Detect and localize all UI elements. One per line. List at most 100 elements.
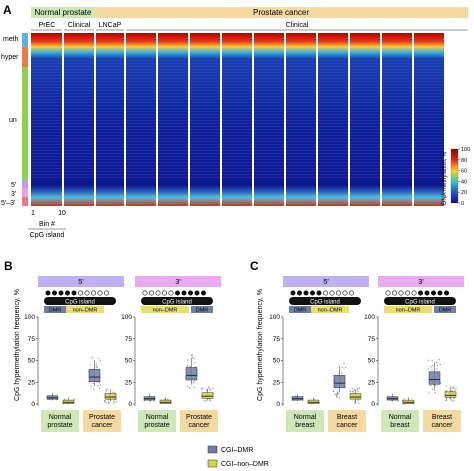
group-label: Normal: [389, 414, 412, 421]
data-point: [97, 385, 99, 387]
cpg-site: [430, 290, 436, 296]
colorbar-ticks: 100 80 60 40 20 0: [458, 147, 470, 207]
data-point: [91, 356, 94, 359]
section-header: [38, 276, 124, 287]
data-point: [452, 387, 455, 390]
data-point: [92, 382, 94, 385]
row-label-un: un: [9, 117, 17, 124]
data-point: [352, 391, 355, 393]
y-tick-label: 0: [128, 401, 132, 408]
y-tick-label: 0: [371, 401, 375, 408]
heatmap-texture-7: [222, 60, 252, 180]
group-label: Normal: [294, 414, 317, 421]
cpg-site: [162, 290, 168, 296]
non-dmr-label: non–DMR: [73, 308, 98, 314]
cpg-site: [201, 290, 207, 296]
cpg-site: [296, 290, 302, 296]
box: [291, 396, 304, 401]
normal-prostate-label: Normal prostate: [35, 8, 92, 17]
cpg-site: [437, 290, 443, 296]
cpg-site: [443, 290, 449, 296]
cpg-site: [104, 290, 110, 296]
group-label-box: [423, 410, 461, 432]
cpg-site: [84, 290, 90, 296]
data-point: [349, 390, 352, 393]
data-point: [445, 385, 447, 387]
data-point: [98, 357, 100, 360]
data-point: [90, 385, 92, 388]
dmr-label: DMR: [439, 308, 452, 314]
heatmap-texture-6: [190, 60, 220, 180]
data-point: [192, 382, 195, 384]
box: [402, 399, 415, 404]
y-tick-label: 75: [125, 336, 133, 343]
data-point: [351, 388, 353, 390]
colorbar-label: DNA methylation, %: [442, 151, 448, 205]
y-tick-label: 75: [28, 336, 36, 343]
dmr-box: [44, 306, 66, 313]
data-point: [98, 382, 100, 384]
colorbar: [450, 148, 459, 204]
data-point: [98, 387, 101, 390]
data-point: [205, 399, 207, 402]
y-tick-label: 100: [24, 314, 35, 321]
cpg-site: [335, 290, 341, 296]
data-point: [337, 392, 340, 395]
colorbar-tick-label: 60: [461, 169, 467, 175]
data-point: [353, 389, 356, 391]
data-point: [357, 399, 359, 401]
dmr-box: [434, 306, 456, 313]
data-point: [436, 368, 438, 370]
cpg-site: [348, 290, 354, 296]
clinical-cancer-label: Clinical: [286, 22, 309, 29]
non-dmr-box: [384, 306, 432, 313]
data-point: [105, 402, 108, 404]
cpg-site: [175, 290, 181, 296]
cpg-site: [329, 290, 335, 296]
lncap-label: LNCaP: [99, 22, 122, 29]
data-point: [113, 400, 115, 403]
data-point: [455, 387, 457, 390]
data-point: [434, 385, 436, 387]
y-tick-label: 50: [125, 358, 133, 365]
cpg-site: [181, 290, 187, 296]
colorbar-tick-label: 100: [461, 147, 470, 153]
data-point: [103, 400, 106, 402]
section-title: 3': [418, 277, 424, 286]
non-dmr-label: non–DMR: [318, 308, 343, 314]
data-point: [99, 360, 101, 362]
cpg-site: [65, 290, 71, 296]
bin-start: 1: [31, 210, 35, 217]
data-point: [150, 400, 152, 402]
data-point: [431, 359, 433, 361]
legend-non-swatch: [207, 459, 218, 468]
data-point: [438, 358, 440, 361]
cpg-site: [385, 290, 391, 296]
group-label: Normal: [49, 414, 72, 421]
y-tick-label: 25: [368, 379, 376, 386]
data-point: [205, 389, 208, 391]
cpg-site: [391, 290, 397, 296]
cpg-site: [188, 290, 194, 296]
data-point: [454, 389, 456, 392]
data-point: [108, 401, 110, 404]
bin-end: 10: [58, 210, 66, 217]
data-point: [354, 400, 356, 403]
cpg-island-label: CpG island: [30, 232, 65, 239]
data-point: [354, 402, 357, 404]
heatmap-texture-1: [31, 60, 62, 180]
cpg-site: [424, 290, 430, 296]
data-point: [193, 380, 196, 382]
data-point: [343, 362, 345, 365]
group-label: prostate: [47, 422, 72, 429]
group-label: Prostate: [89, 414, 115, 421]
y-tick-label: 100: [269, 314, 280, 321]
box: [46, 395, 59, 400]
data-point: [112, 391, 114, 393]
colorbar-tick-label: 80: [461, 158, 467, 164]
heatmap-texture-13: [414, 60, 444, 180]
cpg-island-bar: [44, 297, 116, 305]
data-point: [453, 397, 455, 400]
